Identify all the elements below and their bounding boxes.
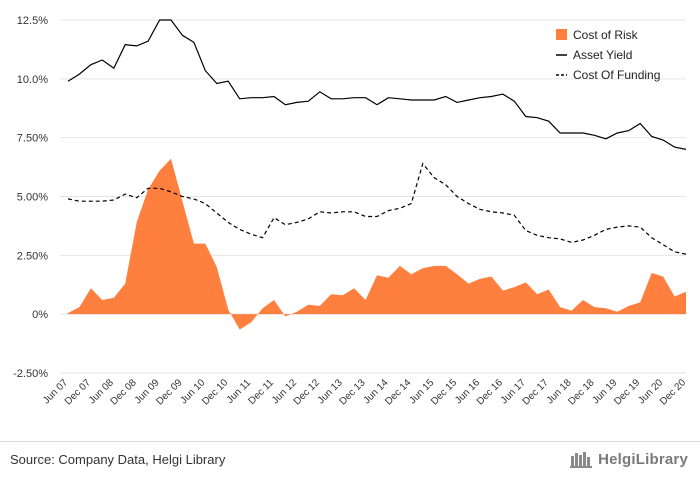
x-tick-label: Dec 14 bbox=[383, 377, 413, 407]
series-asset-yield-line bbox=[67, 19, 687, 150]
area-layer bbox=[68, 158, 686, 330]
series-cost-of-risk-area bbox=[68, 158, 686, 330]
line-layer bbox=[67, 19, 687, 255]
legend-label-cost-of-risk: Cost of Risk bbox=[573, 28, 639, 42]
chart: 12.5% 10.0% 7.50% 5.00% 2.50% 0% -2.50% Jun 07… bbox=[13, 15, 688, 408]
x-tick-label: Dec 12 bbox=[292, 377, 322, 407]
logo-text: HelgiLibrary bbox=[598, 450, 688, 468]
y-tick-label: 0% bbox=[32, 309, 48, 321]
y-axis-ticks: 12.5% 10.0% 7.50% 5.00% 2.50% 0% -2.50% bbox=[13, 15, 48, 380]
y-tick-label: -2.50% bbox=[13, 368, 48, 380]
y-tick-label: 7.50% bbox=[17, 133, 48, 145]
source-text: Source: Company Data, Helgi Library bbox=[10, 452, 226, 467]
x-tick-label: Dec 19 bbox=[612, 377, 642, 407]
legend-label-cost-of-funding: Cost Of Funding bbox=[573, 68, 660, 82]
x-tick-label: Dec 15 bbox=[429, 377, 459, 407]
y-tick-label: 10.0% bbox=[17, 74, 48, 86]
x-tick-label: Dec 18 bbox=[566, 377, 596, 407]
footer: Source: Company Data, Helgi Library Helg… bbox=[0, 441, 700, 484]
series-cost-of-funding-line bbox=[67, 162, 687, 255]
x-tick-label: Dec 08 bbox=[109, 377, 139, 407]
legend-label-asset-yield: Asset Yield bbox=[573, 48, 632, 62]
x-tick-label: Dec 10 bbox=[200, 377, 230, 407]
legend: Cost of Risk Asset Yield Cost Of Funding bbox=[556, 28, 660, 82]
x-tick-label: Dec 20 bbox=[658, 377, 688, 407]
x-tick-label: Dec 11 bbox=[246, 377, 276, 407]
x-tick-label: Dec 07 bbox=[63, 377, 93, 407]
x-tick-label: Dec 17 bbox=[521, 377, 551, 407]
legend-swatch-cost-of-risk bbox=[556, 29, 567, 40]
y-tick-label: 2.50% bbox=[17, 250, 48, 262]
x-tick-label: Dec 13 bbox=[337, 377, 367, 407]
y-tick-label: 5.00% bbox=[17, 192, 48, 204]
x-tick-label: Dec 09 bbox=[154, 377, 184, 407]
helgi-library-logo[interactable]: HelgiLibrary bbox=[570, 450, 688, 468]
x-tick-label: Dec 16 bbox=[475, 377, 505, 407]
library-icon bbox=[570, 452, 593, 468]
y-tick-label: 12.5% bbox=[17, 15, 48, 27]
